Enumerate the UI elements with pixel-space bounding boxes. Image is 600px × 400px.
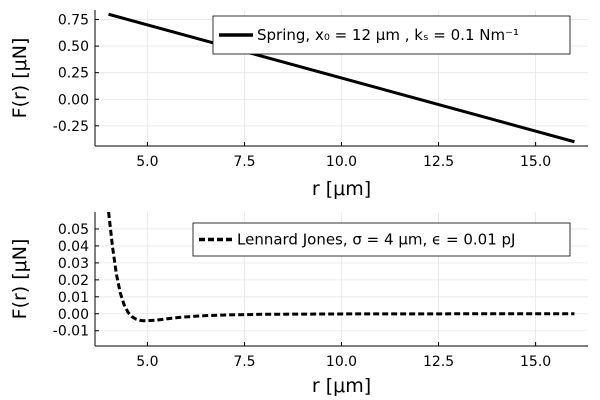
- y-tick-label: 0.00: [58, 307, 89, 323]
- legend: Lennard Jones, σ = 4 μm, ϵ = 0.01 pJ: [192, 222, 571, 257]
- x-tick-label: 5.0: [136, 354, 158, 370]
- x-tick-label: 15.0: [520, 354, 551, 370]
- y-tick-label: 0.05: [58, 222, 89, 238]
- x-tick-label: 12.5: [423, 154, 454, 170]
- x-tick-label: 5.0: [136, 154, 158, 170]
- y-tick-label: 0.00: [58, 92, 89, 108]
- x-tick-label: 10.0: [326, 354, 357, 370]
- x-tick-label: 7.5: [233, 354, 255, 370]
- legend: Spring, x₀ = 12 μm , kₛ = 0.1 Nm⁻¹: [212, 15, 571, 55]
- y-axis-label: F(r) [μN]: [9, 239, 31, 320]
- x-axis-label: r [μm]: [312, 178, 371, 200]
- x-tick-label: 12.5: [423, 354, 454, 370]
- y-axis-label: F(r) [μN]: [9, 38, 31, 119]
- y-tick-label: 0.75: [58, 13, 89, 29]
- y-tick-label: 0.04: [58, 239, 89, 255]
- legend-box: [192, 222, 571, 257]
- y-tick-label: 0.02: [58, 273, 89, 289]
- chart-panel-2: 5.0 7.5 10.0 12.5 15.0 0.050.040.030.020.010.…: [9, 212, 588, 397]
- x-tick-label: 15.0: [520, 154, 551, 170]
- series-line-1: [108, 12, 575, 144]
- y-tick-label: 0.03: [58, 256, 89, 272]
- chart-panel-1: 5.0 7.5 10.0 12.5 15.0 0.75 0.50 0.25 0.00 -0.25 r…: [9, 10, 588, 200]
- x-axis-label: r [μm]: [312, 375, 371, 397]
- y-tick-label: -0.01: [53, 324, 89, 340]
- legend-label: Lennard Jones, σ = 4 μm, ϵ = 0.01 pJ: [237, 231, 515, 249]
- x-tick-label: 7.5: [233, 154, 255, 170]
- y-tick-label: 0.25: [58, 66, 89, 82]
- legend-label: Spring, x₀ = 12 μm , kₛ = 0.1 Nm⁻¹: [257, 26, 519, 44]
- y-tick-label: 0.01: [58, 290, 89, 306]
- y-tick-label: -0.25: [53, 119, 89, 135]
- legend-box: [212, 15, 571, 55]
- y-tick-label: 0.50: [58, 39, 89, 55]
- x-tick-label: 10.0: [326, 154, 357, 170]
